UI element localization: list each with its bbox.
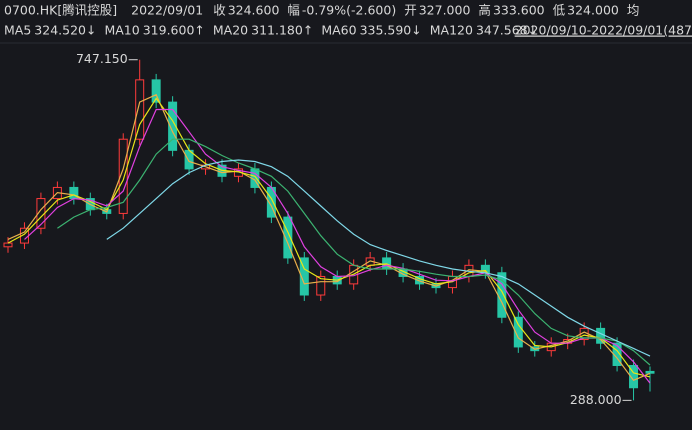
quote-value: 327.000 [419, 3, 471, 18]
quote-label: 均 [627, 3, 640, 18]
legend-name: MA5 [4, 23, 31, 38]
ma-line [7, 97, 651, 378]
low-label: 288.000 [570, 392, 622, 407]
ma-line [57, 138, 651, 366]
quote-value: -0.79%(-2.600) [302, 3, 396, 18]
quote-value: 333.600 [493, 3, 545, 18]
candle-body [135, 79, 145, 140]
legend-value: 311.180↑ [251, 23, 313, 38]
candle-body [316, 275, 326, 296]
quote-label: 低 [553, 3, 566, 18]
candle-body [118, 138, 128, 214]
candle-body [168, 101, 178, 151]
legend-value: 347.568↓ [476, 23, 538, 38]
candle-body [3, 242, 13, 248]
date: 2022/09/01 [131, 3, 203, 18]
legend-name: MA60 [321, 23, 356, 38]
legend-name: MA20 [213, 23, 248, 38]
candle-body [513, 316, 523, 348]
candle-body [645, 370, 655, 374]
quote-value: 324.600 [228, 3, 280, 18]
candle-body [151, 79, 161, 103]
quote-label: 开 [404, 3, 417, 18]
legend-value: 335.590↓ [360, 23, 422, 38]
ma-line [106, 159, 651, 357]
legend-value: 324.520↓ [34, 23, 96, 38]
ma-line [7, 93, 651, 382]
symbol: 0700.HK[腾讯控股] [4, 3, 117, 18]
quote-label: 高 [478, 3, 491, 18]
high-label: 747.150 [76, 51, 128, 66]
candle-body [596, 327, 606, 344]
legend-name: MA120 [430, 23, 473, 38]
candle-body [283, 216, 293, 259]
quote-value: 324.000 [567, 3, 619, 18]
legend-name: MA10 [104, 23, 139, 38]
candle-body [629, 364, 639, 389]
ma-line [24, 108, 651, 384]
legend-value: 319.600↑ [143, 23, 205, 38]
quote-label: 收 [213, 3, 226, 18]
date-range: 2020/09/10-2022/09/01(487 [515, 23, 692, 38]
quote-label: 幅 [287, 3, 300, 18]
candle-body [299, 257, 309, 296]
